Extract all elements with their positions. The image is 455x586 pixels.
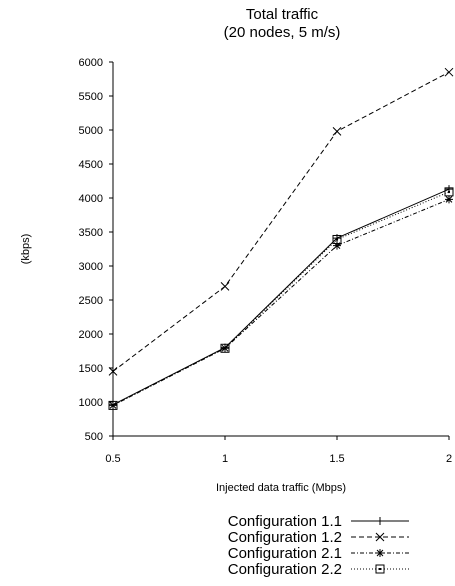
axes [112,62,449,437]
y-tick-label: 4500 [79,159,103,171]
y-ticks: 500 1000 1500 2000 2500 3000 3500 4000 4500 5000 5… [79,57,113,443]
plus-marker [376,517,384,525]
square-marker [220,343,230,353]
y-tick-label: 5000 [79,125,103,137]
series-4 [108,187,454,410]
legend-label: Configuration 2.2 [228,561,342,578]
x-ticks: 0.5 1 1.5 2 [105,436,452,465]
y-tick-label: 6000 [79,57,103,69]
x-marker [108,367,118,376]
legend-label: Configuration 1.1 [228,513,342,530]
legend-item: Configuration 2.1 [228,545,409,562]
x-tick-label: 1.5 [329,453,344,465]
legend-item: Configuration 1.1 [228,513,409,530]
x-marker [220,282,230,291]
x-tick-label: 0.5 [105,453,120,465]
y-tick-label: 1000 [79,397,103,409]
x-tick-label: 1 [222,453,228,465]
series-3 [109,195,453,410]
y-tick-label: 5500 [79,91,103,103]
square-marker [108,400,118,410]
star-marker [445,195,453,204]
series-line [112,71,450,372]
x-axis-label: Injected data traffic (Mbps) [216,482,346,494]
square-marker-dot [112,404,114,407]
series-2 [108,67,454,376]
star-marker [333,241,341,250]
square-marker [375,564,385,574]
legend-item: Configuration 2.2 [228,561,409,578]
square-marker-dot [448,190,450,193]
chart-title: Total traffic [246,6,319,23]
square-marker-dot [379,568,381,570]
series-layer [108,67,454,410]
x-tick-label: 2 [446,453,452,465]
star-marker [376,549,384,557]
y-axis-label: (kbps) [20,234,32,265]
y-tick-label: 1500 [79,363,103,375]
x-marker [444,67,454,77]
square-marker-dot [336,238,338,241]
square-marker [332,234,342,244]
y-tick-label: 2000 [79,329,103,341]
y-tick-label: 2500 [79,295,103,307]
square-marker-dot [224,347,226,350]
x-marker [332,127,342,136]
y-tick-label: 3000 [79,261,103,273]
series-line [112,198,450,406]
y-tick-label: 4000 [79,193,103,205]
square-marker [444,187,454,197]
x-marker [375,532,385,542]
y-tick-label: 500 [85,431,103,443]
y-tick-label: 3500 [79,227,103,239]
series-line [112,191,450,406]
series-line [112,188,450,406]
legend-label: Configuration 2.1 [228,545,342,562]
legend-item: Configuration 1.2 [228,529,409,546]
chart-subtitle: (20 nodes, 5 m/s) [224,24,341,41]
legend-label: Configuration 1.2 [228,529,342,546]
